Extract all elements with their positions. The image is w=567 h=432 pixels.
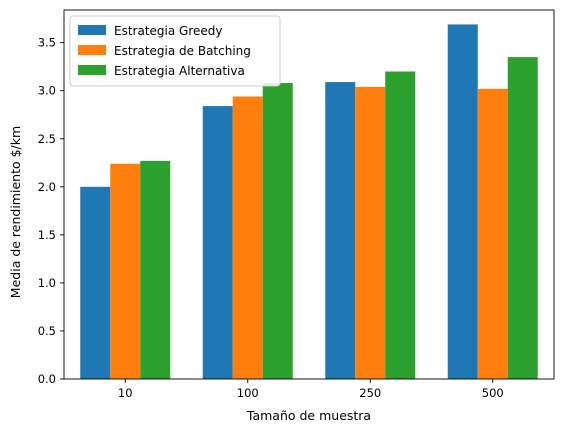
axes-layer: 10 100 250 500 0.0 0.5 1.0 1.5 2.0 2.5 3.0 3.5 — [38, 9, 555, 400]
legend: Estrategia Greedy Estrategia de Batching E… — [69, 15, 281, 87]
bar-250-series-3 — [385, 71, 416, 379]
legend-frame — [69, 15, 281, 87]
y-tick-label-2.5: 2.5 — [38, 132, 56, 146]
bar-500-series-1 — [447, 24, 478, 379]
y-tick-label-3.5: 3.5 — [38, 36, 56, 50]
bar-10-series-1 — [80, 186, 111, 379]
y-axis-label: Media de rendimiento $/km — [8, 126, 23, 298]
bars-layer — [80, 24, 538, 379]
bar-10-series-2 — [110, 163, 141, 379]
x-tick-label-250: 250 — [359, 386, 381, 400]
legend-swatch-3 — [78, 65, 106, 75]
y-tick-label-2.0: 2.0 — [38, 180, 56, 194]
x-tick-label-100: 100 — [237, 386, 259, 400]
legend-label-1: Estrategia Greedy — [114, 24, 223, 38]
bar-10-series-3 — [140, 160, 171, 379]
x-tick-label-10: 10 — [118, 386, 133, 400]
y-tick-label-3.0: 3.0 — [38, 84, 56, 98]
bar-100-series-1 — [202, 106, 233, 379]
y-tick-label-0.0: 0.0 — [38, 372, 56, 386]
plot-frame — [63, 9, 555, 380]
bar-100-series-2 — [232, 96, 263, 379]
bar-500-series-3 — [507, 57, 538, 379]
bar-250-series-2 — [355, 86, 386, 379]
legend-label-3: Estrategia Alternativa — [114, 64, 245, 78]
bar-250-series-1 — [325, 82, 356, 379]
x-axis-label: Tamaño de muestra — [246, 408, 371, 423]
legend-swatch-2 — [78, 45, 106, 55]
y-tick-label-0.5: 0.5 — [38, 324, 56, 338]
bar-100-series-3 — [262, 83, 293, 379]
x-tick-label-500: 500 — [482, 386, 504, 400]
y-tick-label-1.5: 1.5 — [38, 228, 56, 242]
legend-swatch-1 — [78, 25, 106, 35]
legend-label-2: Estrategia de Batching — [114, 44, 251, 58]
y-tick-label-1.0: 1.0 — [38, 276, 56, 290]
bar-500-series-2 — [477, 88, 508, 379]
